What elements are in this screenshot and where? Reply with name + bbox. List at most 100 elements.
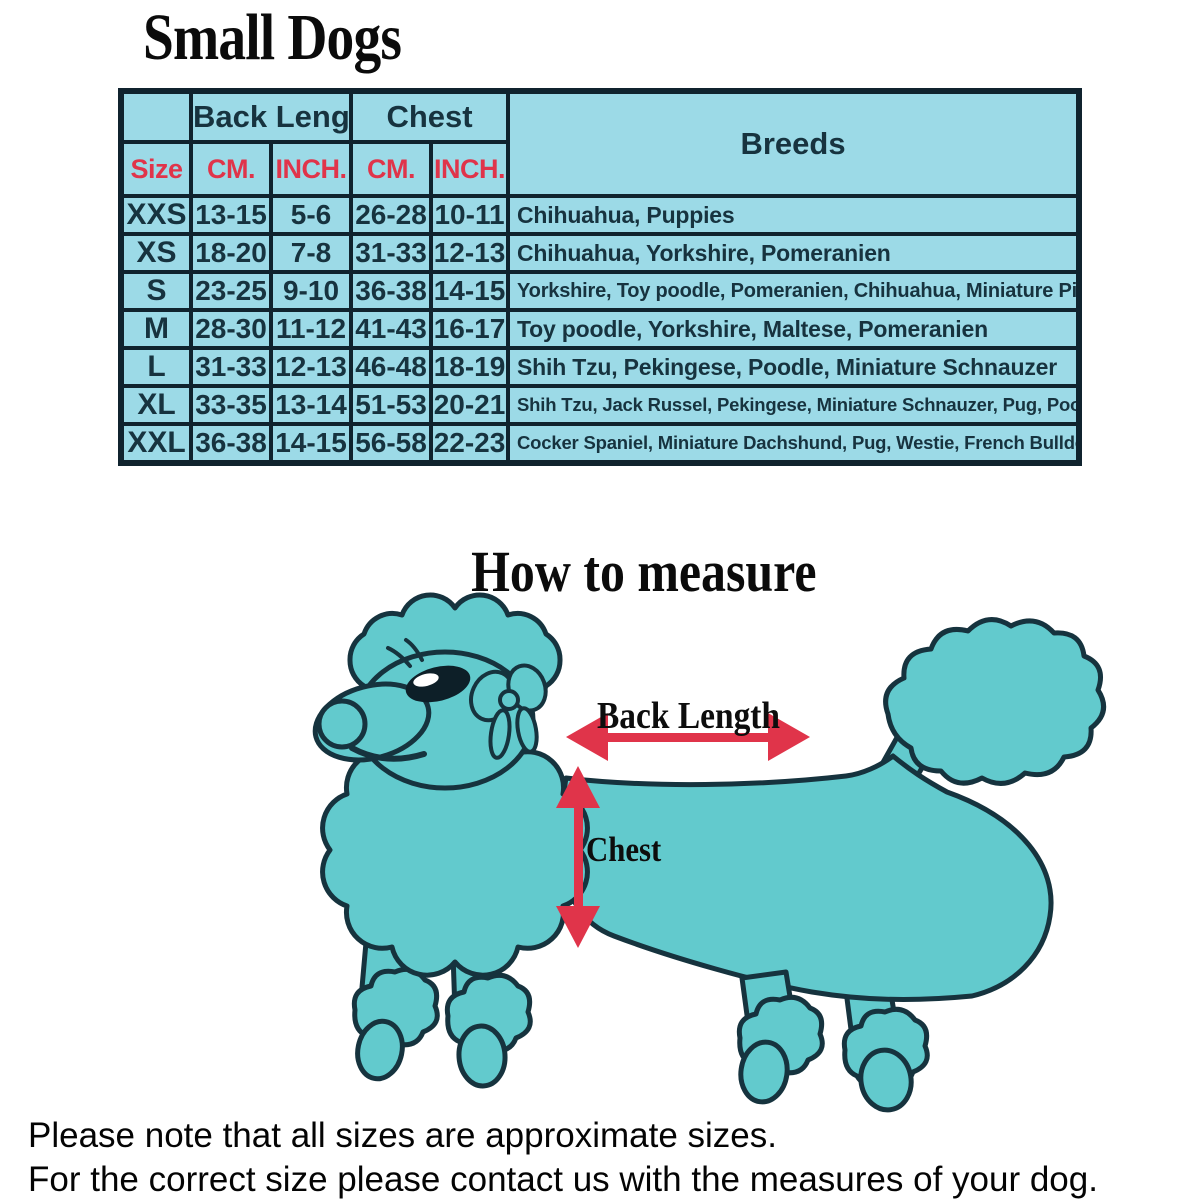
breeds-header: Breeds — [506, 89, 1081, 198]
chest-cm-cell: 36-38 — [349, 270, 433, 312]
breeds-cell: Chihuahua, Puppies — [506, 194, 1081, 236]
front-leg-right-pompom — [444, 972, 533, 1056]
back-cm-cell: 23-25 — [189, 270, 273, 312]
rear-leg-near — [739, 969, 801, 1055]
back-cm-cell: 18-20 — [189, 232, 273, 274]
chest-cm-cell: 56-58 — [349, 422, 433, 465]
tail-pompom — [883, 617, 1107, 786]
back-cm-cell: 36-38 — [189, 422, 273, 465]
chest-inch-cell: 14-15 — [428, 270, 511, 312]
table-row: XXL 36-38 14-15 56-58 22-23 Cocker Spani… — [119, 422, 1081, 465]
front-leg-left — [357, 917, 413, 1017]
bow-loop-right — [506, 663, 548, 713]
eyelash-2 — [404, 638, 424, 662]
breeds-cell: Cocker Spaniel, Miniature Dachshund, Pug… — [506, 422, 1081, 465]
breeds-cell: Toy poodle, Yorkshire, Maltese, Pomerani… — [506, 308, 1081, 350]
back-cm-cell: 13-15 — [189, 194, 273, 236]
table-header-units: Size CM. INCH. CM. INCH. — [119, 140, 1079, 198]
table-row: XXS 13-15 5-6 26-28 10-11 Chihuahua, Pup… — [119, 194, 1081, 236]
chest-inch-cell: 20-21 — [428, 384, 511, 426]
back-length-label-text: Back Length — [597, 695, 781, 737]
table-row: M 28-30 11-12 41-43 16-17 Toy poodle, Yo… — [119, 308, 1081, 350]
size-cell: S — [119, 270, 193, 312]
table-row: S 23-25 9-10 36-38 14-15 Yorkshire, Toy … — [119, 270, 1081, 312]
rear-leg-far — [839, 949, 905, 1071]
note-line-1: Please note that all sizes are approxima… — [28, 1116, 777, 1155]
back-cm-cell: 31-33 — [189, 346, 273, 388]
chest-inch-cell: 16-17 — [428, 308, 511, 350]
back-length-header: Back Length — [189, 89, 353, 144]
how-to-measure-title: How to measure — [94, 538, 1194, 605]
rear-leg-far-pompom — [841, 1006, 930, 1090]
chest-cm-cell: 51-53 — [349, 384, 433, 426]
chest-inch-cell: 18-19 — [428, 346, 511, 388]
chest-cm-cell: 26-28 — [349, 194, 433, 236]
eye — [405, 665, 471, 703]
back-cm-header: CM. — [189, 140, 273, 198]
how-to-measure-text: How to measure — [471, 539, 817, 604]
corner-cell — [119, 89, 193, 144]
size-cell: M — [119, 308, 193, 350]
chest-cm-cell: 41-43 — [349, 308, 433, 350]
size-header: Size — [119, 140, 193, 198]
rear-paw-near — [738, 1039, 790, 1105]
front-leg-right — [449, 922, 503, 1015]
breeds-cell: Chihuahua, Yorkshire, Pomeranien — [506, 232, 1081, 274]
front-paw-left — [355, 1018, 405, 1082]
size-table: Back Length Chest Breeds Size CM. INCH. … — [118, 88, 1082, 466]
back-inch-cell: 5-6 — [269, 194, 353, 236]
front-paw-right — [456, 1023, 508, 1089]
chest-cm-cell: 46-48 — [349, 346, 433, 388]
chest-header: Chest — [348, 89, 511, 144]
size-cell: XL — [119, 384, 193, 426]
chest-cm-header: CM. — [349, 140, 433, 198]
breeds-cell: Shih Tzu, Pekingese, Poodle, Miniature S… — [506, 346, 1081, 388]
back-inch-cell: 7-8 — [269, 232, 353, 274]
bow-loop-left — [469, 669, 515, 723]
chest-inch-cell: 22-23 — [428, 422, 511, 465]
rear-leg-near-pompom — [736, 994, 825, 1078]
table-header-groups: Back Length Chest Breeds — [119, 89, 1081, 198]
back-inch-cell: 11-12 — [269, 308, 353, 350]
chest-mane — [320, 722, 590, 978]
snout — [312, 681, 432, 763]
bow-knot — [498, 689, 520, 711]
size-cell: XXS — [119, 194, 193, 236]
chest-label-text: Chest — [586, 830, 662, 869]
note-line-2: For the correct size please contact us w… — [28, 1160, 1098, 1200]
bow-ribbon-left — [488, 708, 512, 760]
table-row: XS 18-20 7-8 31-33 12-13 Chihuahua, York… — [119, 232, 1081, 274]
chest-inch-header: INCH. — [428, 140, 511, 198]
bow-ribbon-right — [515, 706, 539, 754]
eye-gleam — [413, 673, 439, 687]
back-inch-cell: 13-14 — [269, 384, 353, 426]
nose — [316, 698, 368, 750]
front-leg-left-pompom — [351, 966, 440, 1050]
table-row: XL 33-35 13-14 51-53 20-21 Shih Tzu, Jac… — [119, 384, 1081, 426]
page-title-text: Small Dogs — [143, 1, 402, 74]
size-cell: XXL — [119, 422, 193, 465]
footer-notes: Please note that all sizes are approxima… — [28, 1114, 1098, 1200]
eyelash-1 — [386, 646, 412, 668]
topknot — [347, 592, 563, 728]
table-row: L 31-33 12-13 46-48 18-19 Shih Tzu, Peki… — [119, 346, 1081, 388]
breeds-cell: Shih Tzu, Jack Russel, Pekingese, Miniat… — [506, 384, 1081, 426]
back-inch-cell: 9-10 — [269, 270, 353, 312]
back-inch-cell: 14-15 — [269, 422, 353, 465]
size-cell: XS — [119, 232, 193, 274]
rear-paw-far — [858, 1047, 914, 1113]
size-cell: L — [119, 346, 193, 388]
breeds-cell: Yorkshire, Toy poodle, Pomeranien, Chihu… — [506, 270, 1081, 312]
back-inch-cell: 12-13 — [269, 346, 353, 388]
chest-cm-cell: 31-33 — [349, 232, 433, 274]
chest-inch-cell: 10-11 — [428, 194, 511, 236]
back-inch-header: INCH. — [269, 140, 353, 198]
page-title: Small Dogs — [143, 0, 450, 76]
back-length-label: Back Length — [597, 694, 805, 738]
tail-stem — [869, 697, 955, 795]
face — [354, 649, 536, 791]
back-cm-cell: 33-35 — [189, 384, 273, 426]
chest-label: Chest — [586, 830, 672, 870]
chest-inch-cell: 12-13 — [428, 232, 511, 274]
